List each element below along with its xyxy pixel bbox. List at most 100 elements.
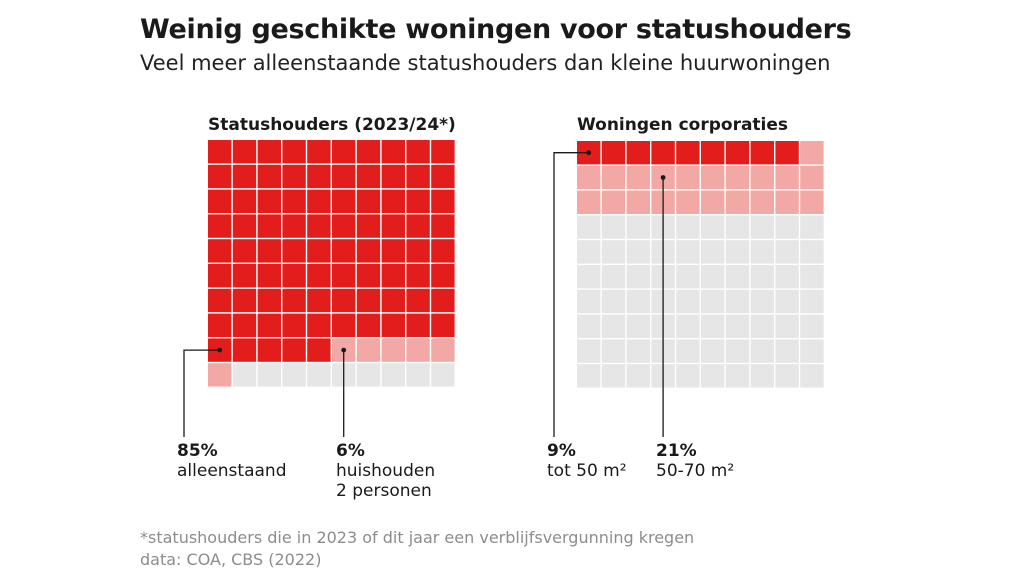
waffle-cell bbox=[800, 190, 824, 214]
waffle-cell bbox=[431, 338, 455, 362]
waffle-cell bbox=[406, 164, 430, 189]
waffle-cell bbox=[725, 265, 750, 289]
waffle-cell bbox=[750, 165, 774, 190]
waffle-cell bbox=[332, 288, 356, 313]
waffle-cell bbox=[356, 288, 381, 313]
waffle-cell bbox=[701, 141, 725, 165]
waffle-cell bbox=[356, 264, 381, 288]
waffle-cell bbox=[232, 264, 257, 288]
annotation-pct: 21% bbox=[656, 441, 697, 461]
waffle-cell bbox=[208, 140, 232, 164]
waffle-cell bbox=[257, 239, 281, 263]
waffle-cell bbox=[282, 140, 306, 164]
waffle-cell bbox=[800, 314, 824, 338]
waffle-cell bbox=[381, 189, 405, 213]
waffle-cell bbox=[208, 189, 232, 213]
waffle-cell bbox=[356, 338, 381, 362]
waffle-cell bbox=[676, 265, 700, 289]
waffle-cell bbox=[577, 165, 601, 190]
annotation-huishouden: 6% huishouden 2 personen bbox=[336, 441, 435, 501]
waffle-cell bbox=[577, 190, 601, 214]
waffle-cell bbox=[406, 264, 430, 288]
waffle-cell bbox=[257, 338, 281, 362]
waffle-cell bbox=[750, 339, 774, 363]
waffle-cell bbox=[601, 364, 626, 388]
waffle-cell bbox=[775, 364, 799, 388]
waffle-cell bbox=[307, 189, 331, 213]
waffle-cell bbox=[208, 288, 232, 313]
waffle-cell bbox=[676, 289, 700, 314]
waffle-cell bbox=[725, 215, 750, 239]
waffle-cell bbox=[750, 141, 774, 165]
waffle-cell bbox=[406, 313, 430, 337]
waffle-title-woningen: Woningen corporaties bbox=[577, 115, 789, 135]
waffle-cell bbox=[381, 140, 405, 164]
waffle-cell bbox=[750, 265, 774, 289]
waffle-cell bbox=[257, 140, 281, 164]
footnote-source: data: COA, CBS (2022) bbox=[140, 550, 322, 569]
leader-dot bbox=[217, 347, 223, 353]
waffle-cell bbox=[431, 264, 455, 288]
waffle-cell bbox=[232, 338, 257, 362]
waffle-cell bbox=[775, 314, 799, 338]
waffle-cell bbox=[406, 214, 430, 238]
annotation-label: alleenstaand bbox=[177, 461, 287, 481]
waffle-cell bbox=[332, 189, 356, 213]
waffle-cell bbox=[701, 364, 725, 388]
waffle-cell bbox=[381, 338, 405, 362]
waffle-cell bbox=[626, 141, 650, 165]
waffle-cell bbox=[332, 164, 356, 189]
waffle-cell bbox=[750, 215, 774, 239]
waffle-cell bbox=[725, 289, 750, 314]
annotation-label: tot 50 m² bbox=[547, 461, 627, 481]
waffle-cell bbox=[775, 289, 799, 314]
waffle-cell bbox=[232, 140, 257, 164]
waffle-cell bbox=[577, 265, 601, 289]
waffle-cell bbox=[307, 363, 331, 387]
page-title: Weinig geschikte woningen voor statushou… bbox=[140, 14, 852, 45]
waffle-cell bbox=[282, 338, 306, 362]
waffle-cell bbox=[431, 363, 455, 387]
waffle-grid-0 bbox=[208, 140, 455, 387]
waffle-cell bbox=[406, 140, 430, 164]
waffle-cell bbox=[775, 265, 799, 289]
waffle-cell bbox=[750, 190, 774, 214]
waffle-cell bbox=[626, 289, 650, 314]
waffle-cell bbox=[701, 289, 725, 314]
waffle-cell bbox=[381, 264, 405, 288]
waffle-cell bbox=[800, 240, 824, 264]
waffle-cell bbox=[406, 338, 430, 362]
waffle-cell bbox=[676, 364, 700, 388]
waffle-cell bbox=[775, 240, 799, 264]
leader-line bbox=[183, 349, 220, 437]
waffle-cell bbox=[676, 165, 700, 190]
footnote-note: *statushouders die in 2023 of dit jaar e… bbox=[140, 528, 695, 547]
waffle-cell bbox=[775, 190, 799, 214]
waffle-cell bbox=[577, 215, 601, 239]
waffle-cell bbox=[701, 339, 725, 363]
leader-line bbox=[553, 152, 589, 437]
waffle-cell bbox=[232, 189, 257, 213]
waffle-cell bbox=[626, 240, 650, 264]
waffle-cell bbox=[626, 339, 650, 363]
waffle-cell bbox=[406, 288, 430, 313]
waffle-cell bbox=[381, 363, 405, 387]
waffle-cell bbox=[381, 288, 405, 313]
waffle-cell bbox=[601, 190, 626, 214]
waffle-cell bbox=[381, 214, 405, 238]
annotation-pct: 9% bbox=[547, 441, 576, 461]
waffle-cell bbox=[208, 313, 232, 337]
waffle-cell bbox=[208, 363, 232, 387]
waffle-title-statushouders: Statushouders (2023/24*) bbox=[208, 115, 456, 135]
waffle-cell bbox=[282, 288, 306, 313]
waffle-cell bbox=[356, 164, 381, 189]
waffle-cell bbox=[282, 189, 306, 213]
waffle-cell bbox=[701, 314, 725, 338]
waffle-cell bbox=[800, 165, 824, 190]
waffle-cell bbox=[725, 240, 750, 264]
waffle-cell bbox=[307, 164, 331, 189]
waffle-cell bbox=[356, 189, 381, 213]
waffle-cell bbox=[626, 364, 650, 388]
waffle-cell bbox=[676, 215, 700, 239]
